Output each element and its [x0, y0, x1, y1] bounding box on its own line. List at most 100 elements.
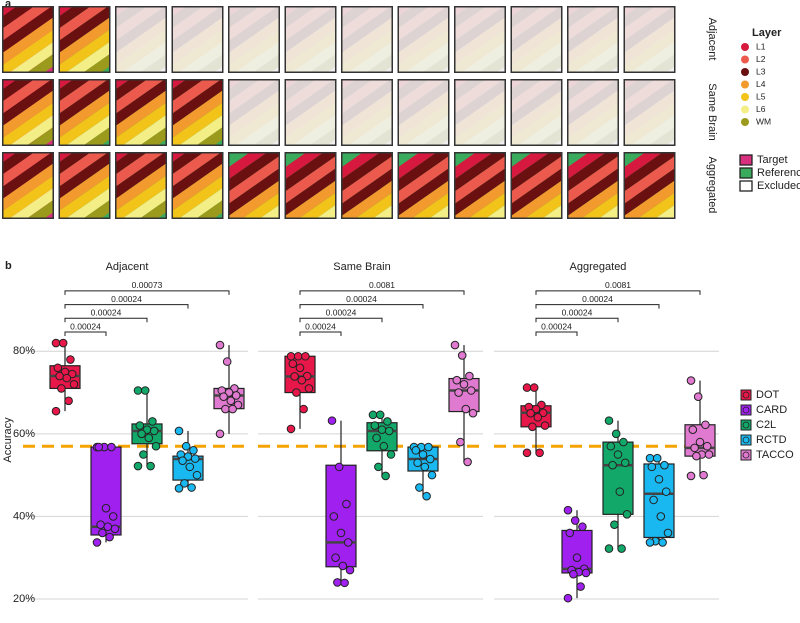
thumbnail-frame — [454, 152, 506, 219]
data-point — [301, 351, 310, 361]
tissue-layer — [171, 6, 224, 47]
thumbnail-frame — [510, 6, 563, 73]
tissue-layer — [346, 182, 393, 219]
data-point — [663, 528, 673, 538]
thumbnail-frame — [397, 6, 450, 73]
thumbnail-frame — [623, 79, 676, 146]
tissue-layer — [228, 174, 280, 219]
tissue-layer — [510, 152, 563, 205]
tissue-layer — [623, 6, 676, 47]
data-point — [105, 532, 114, 542]
facet-title: Adjacent — [106, 261, 149, 273]
data-point — [522, 383, 532, 392]
tissue-layer — [115, 6, 167, 47]
data-point — [649, 495, 658, 505]
box — [90, 446, 122, 536]
tissue-layer — [115, 6, 167, 55]
data-point — [383, 417, 392, 426]
tissue-layer — [115, 79, 167, 120]
tissue-layer — [344, 106, 393, 146]
data-point — [622, 510, 632, 519]
tissue-layer — [174, 33, 224, 73]
p-value: 0.00024 — [305, 321, 336, 331]
legend-label: L1 — [756, 41, 766, 51]
tissue-layer — [341, 6, 393, 55]
tissue-layer — [459, 182, 506, 219]
tissue-layer — [397, 174, 450, 219]
thumbnail-frame — [623, 152, 676, 219]
tissue-layer — [567, 6, 619, 55]
tissue-layer — [228, 152, 280, 213]
data-point — [334, 462, 344, 472]
p-value: 0.00024 — [562, 308, 593, 318]
tissue-layer — [567, 152, 619, 197]
tissue-layer — [2, 81, 54, 145]
thumbnail-frame — [341, 152, 393, 219]
row-label: Adjacent — [706, 18, 718, 61]
data-point — [51, 338, 61, 348]
legend-swatch — [739, 180, 753, 192]
data-point — [411, 446, 421, 455]
data-point — [461, 404, 471, 414]
legend-label: DOT — [756, 389, 780, 401]
thumbnail-frame — [58, 6, 111, 73]
thumbnail-frame — [2, 79, 54, 146]
data-point — [96, 520, 105, 529]
data-point — [336, 528, 346, 538]
p-value: 0.0081 — [605, 280, 631, 290]
data-point — [215, 340, 225, 350]
thumbnail — [58, 6, 111, 73]
data-point — [343, 538, 353, 547]
legend-swatch-dot — [742, 451, 750, 459]
thumbnail-frame — [567, 6, 619, 73]
thumbnail-frame — [454, 79, 506, 146]
tissue-layer — [115, 16, 167, 73]
data-point — [342, 499, 351, 509]
thumbnail-bg — [510, 6, 563, 73]
data-point — [215, 429, 225, 439]
tissue-layer — [228, 166, 280, 219]
tissue-layer — [115, 152, 167, 201]
tissue-layer — [510, 81, 563, 145]
tissue-layer — [454, 79, 506, 120]
tissue-layer — [284, 81, 337, 145]
tissue-layer — [454, 6, 506, 55]
data-point — [185, 462, 195, 472]
legend-label: L2 — [756, 54, 766, 64]
thumbnail — [2, 152, 54, 219]
thumbnail — [623, 152, 676, 219]
tissue-layer — [58, 152, 111, 193]
data-point — [454, 388, 463, 397]
thumbnail — [454, 152, 506, 219]
legend-swatch — [741, 55, 749, 64]
facet-title: Aggregated — [570, 261, 627, 273]
legend-swatch — [741, 105, 749, 114]
tissue-layer — [171, 154, 224, 218]
thumbnail — [623, 6, 676, 73]
tissue-layer — [510, 89, 563, 146]
thumbnail — [510, 79, 563, 146]
data-point — [148, 417, 157, 426]
data-point — [331, 553, 340, 562]
tissue-layer — [115, 89, 167, 146]
thumbnail-bg — [284, 6, 337, 73]
legend-label: C2L — [756, 419, 776, 431]
thumbnail — [341, 6, 393, 73]
tissue-layer — [2, 6, 54, 47]
tissue-layer — [341, 152, 393, 213]
tissue-layer — [58, 16, 111, 73]
legend-swatch-dot — [742, 406, 750, 414]
tissue-layer — [623, 174, 676, 219]
data-point — [292, 388, 301, 397]
thumbnail-bg — [567, 79, 619, 146]
legend-label: Reference — [757, 167, 800, 179]
tissue-layer — [623, 79, 676, 128]
tissue-layer — [341, 174, 393, 219]
data-point — [654, 474, 664, 484]
thumbnail-frame — [171, 79, 224, 146]
tissue-layer — [5, 179, 54, 219]
tissue-layer — [228, 152, 280, 197]
tissue-layer — [454, 89, 506, 146]
tissue-layer — [626, 106, 676, 146]
